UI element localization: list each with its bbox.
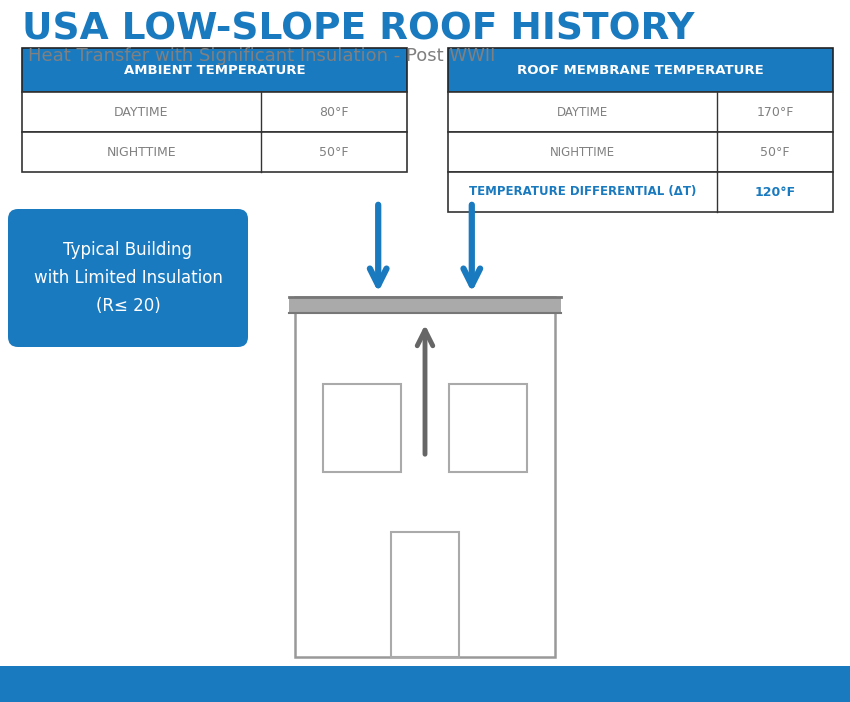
Text: NIGHTTIME: NIGHTTIME bbox=[106, 145, 176, 159]
Text: 120°F: 120°F bbox=[755, 185, 796, 199]
FancyBboxPatch shape bbox=[22, 92, 407, 132]
Text: 170°F: 170°F bbox=[756, 105, 794, 119]
Text: ROOF MEMBRANE TEMPERATURE: ROOF MEMBRANE TEMPERATURE bbox=[517, 63, 764, 77]
Text: DAYTIME: DAYTIME bbox=[114, 105, 168, 119]
Text: Heat Transfer with Significant Insulation - Post WWII: Heat Transfer with Significant Insulatio… bbox=[28, 47, 496, 65]
FancyBboxPatch shape bbox=[448, 48, 833, 92]
FancyBboxPatch shape bbox=[8, 209, 248, 347]
FancyBboxPatch shape bbox=[448, 92, 833, 132]
Text: 80°F: 80°F bbox=[319, 105, 348, 119]
FancyBboxPatch shape bbox=[391, 532, 459, 657]
Text: 50°F: 50°F bbox=[319, 145, 348, 159]
FancyBboxPatch shape bbox=[289, 297, 561, 313]
FancyBboxPatch shape bbox=[295, 297, 555, 657]
Text: NIGHTTIME: NIGHTTIME bbox=[550, 145, 615, 159]
Text: DAYTIME: DAYTIME bbox=[557, 105, 609, 119]
Text: Typical Building
with Limited Insulation
(R≤ 20): Typical Building with Limited Insulation… bbox=[33, 241, 223, 314]
FancyBboxPatch shape bbox=[448, 132, 833, 172]
FancyBboxPatch shape bbox=[22, 48, 407, 92]
FancyBboxPatch shape bbox=[448, 172, 833, 212]
FancyBboxPatch shape bbox=[0, 666, 850, 702]
Text: TEMPERATURE DIFFERENTIAL (ΔT): TEMPERATURE DIFFERENTIAL (ΔT) bbox=[469, 185, 696, 199]
Text: USA LOW-SLOPE ROOF HISTORY: USA LOW-SLOPE ROOF HISTORY bbox=[22, 12, 694, 48]
FancyBboxPatch shape bbox=[449, 384, 527, 472]
Text: AMBIENT TEMPERATURE: AMBIENT TEMPERATURE bbox=[124, 63, 305, 77]
FancyBboxPatch shape bbox=[323, 384, 401, 472]
FancyBboxPatch shape bbox=[22, 132, 407, 172]
Text: 50°F: 50°F bbox=[761, 145, 790, 159]
